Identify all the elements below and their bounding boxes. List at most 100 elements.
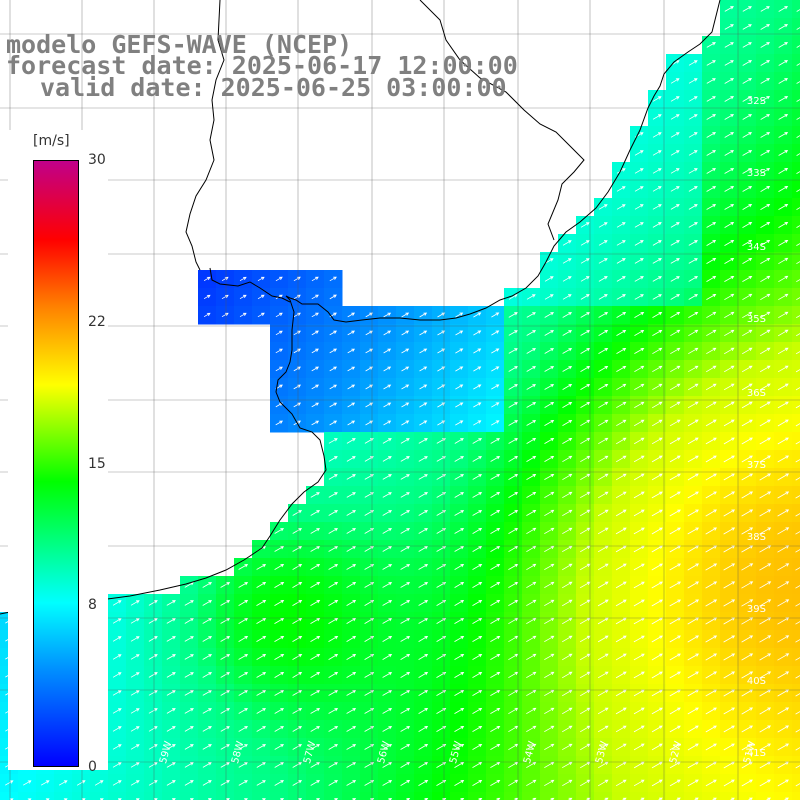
wind-cell (198, 792, 217, 800)
wind-arrow (598, 401, 609, 409)
wind-arrow (220, 636, 231, 642)
wind-arrow (220, 744, 230, 750)
wind-arrow (508, 707, 519, 715)
wind-arrow (544, 779, 555, 787)
wind-arrow (419, 312, 428, 318)
wind-arrow (347, 312, 356, 318)
wind-cell (720, 792, 739, 800)
wind-arrow (633, 671, 645, 679)
wind-arrow (723, 437, 735, 445)
wind-arrow (328, 726, 339, 732)
wind-arrow (346, 708, 357, 714)
wind-arrow (615, 455, 627, 463)
wind-arrow (724, 276, 735, 282)
wind-arrow (796, 315, 800, 319)
wind-arrow (292, 780, 303, 786)
wind-arrow (238, 762, 248, 768)
wind-arrow (455, 330, 464, 336)
wind-arrow (166, 600, 176, 606)
wind-arrow (437, 312, 446, 318)
wind-arrow (455, 348, 464, 354)
wind-arrow (257, 312, 265, 318)
wind-arrow (616, 240, 626, 246)
wind-arrow (365, 420, 374, 426)
wind-arrow (203, 312, 211, 318)
wind-arrow (274, 744, 285, 750)
wind-arrow (279, 798, 285, 800)
lat-label: 39S (746, 604, 766, 615)
wind-arrow (491, 348, 500, 354)
wind-arrow (346, 528, 357, 534)
wind-arrow (400, 564, 411, 570)
wind-arrow (723, 653, 736, 661)
wind-arrow (472, 653, 483, 660)
wind-arrow (311, 366, 320, 372)
wind-arrow (598, 419, 609, 427)
wind-arrow (778, 78, 789, 84)
wind-arrow (472, 563, 483, 570)
wind-arrow (238, 744, 248, 750)
wind-arrow (741, 491, 754, 499)
wind-arrow (310, 690, 321, 696)
wind-arrow (597, 635, 609, 643)
wind-arrow (202, 744, 212, 750)
wind-arrow (633, 779, 645, 787)
wind-arrow (256, 762, 266, 768)
wind-arrow (544, 294, 554, 300)
wind-arrow (526, 510, 537, 516)
wind-cell (792, 414, 800, 433)
wind-arrow (760, 311, 771, 319)
wind-arrow (473, 402, 482, 408)
wind-arrow (688, 96, 698, 102)
wind-arrow (490, 726, 501, 732)
wind-arrow (490, 474, 501, 480)
wind-arrow (382, 582, 393, 588)
wind-arrow (472, 725, 483, 732)
wind-arrow (202, 672, 213, 678)
wind-cell (792, 324, 800, 343)
wind-arrow (670, 132, 680, 138)
wind-arrow (670, 258, 680, 264)
wind-arrow (148, 708, 158, 714)
wind-arrow (796, 81, 800, 84)
wind-arrow (706, 347, 717, 355)
wind-arrow (580, 402, 591, 408)
wind-arrow (615, 527, 627, 535)
wind-arrow (777, 635, 790, 643)
wind-arrow (526, 779, 537, 787)
wind-arrow (400, 690, 411, 696)
wind-arrow (777, 329, 789, 337)
wind-arrow (310, 492, 320, 498)
wind-arrow (112, 726, 122, 732)
wind-arrow (759, 509, 772, 517)
wind-arrow (544, 258, 554, 264)
wind-arrow (99, 798, 104, 800)
wind-arrow (796, 279, 800, 283)
wind-arrow (562, 438, 573, 444)
wind-arrow (616, 329, 627, 336)
wind-arrow (261, 798, 266, 800)
wind-cell (792, 468, 800, 487)
wind-arrow (705, 599, 718, 607)
river-coast-line (209, 267, 291, 303)
wind-arrow (473, 384, 482, 390)
wind-arrow (401, 420, 410, 426)
wind-arrow (562, 348, 573, 354)
wind-arrow (670, 150, 680, 156)
wind-arrow (310, 599, 321, 606)
wind-arrow (651, 671, 663, 679)
wind-arrow (778, 167, 789, 174)
wind-arrow (688, 78, 698, 84)
wind-cell (792, 144, 800, 163)
wind-arrow (292, 744, 303, 750)
wind-arrow (723, 725, 735, 733)
wind-arrow (705, 635, 718, 643)
wind-arrow (759, 383, 771, 391)
wind-arrow (706, 257, 717, 264)
wind-arrow (347, 402, 356, 408)
wind-arrow (544, 401, 555, 408)
wind-arrow (418, 761, 429, 768)
border-line (419, 0, 585, 241)
wind-arrow (508, 546, 519, 552)
wind-arrow (795, 351, 800, 355)
